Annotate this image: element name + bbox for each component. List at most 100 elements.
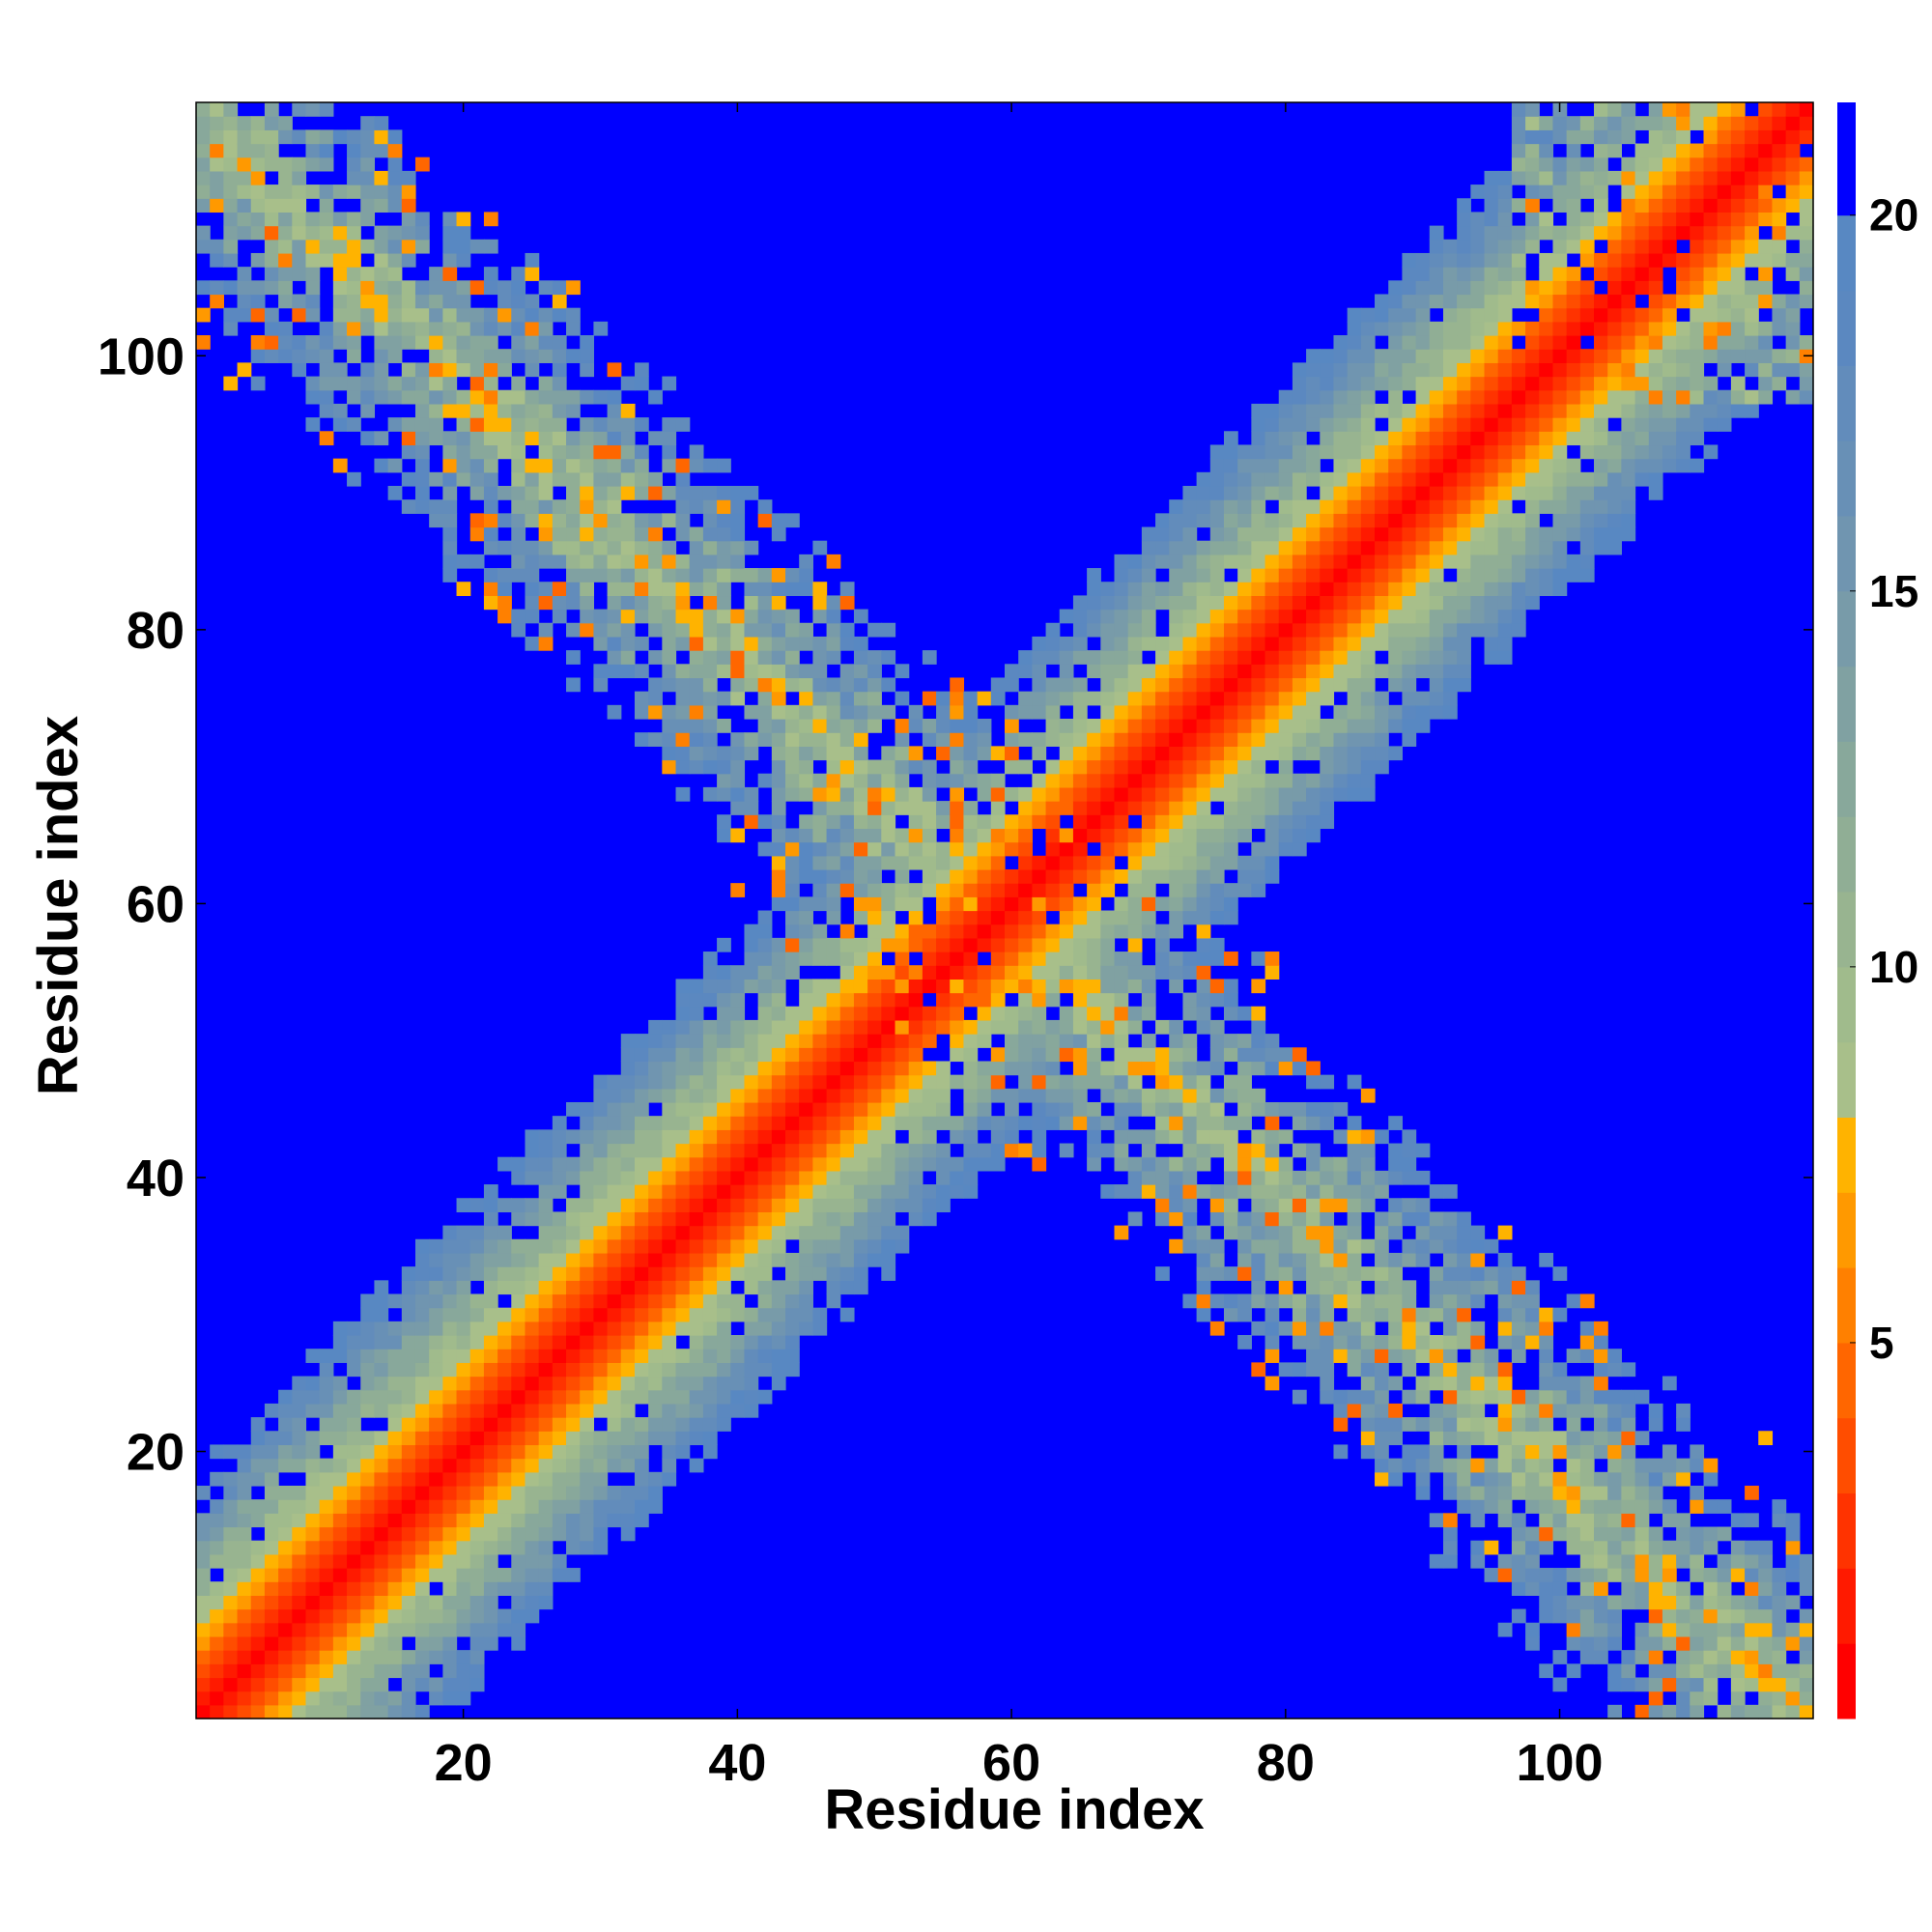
heatmap-cell (990, 979, 1006, 994)
heatmap-cell (1045, 719, 1061, 733)
heatmap-cell (1251, 952, 1266, 966)
heatmap-cell (1045, 801, 1061, 815)
heatmap-cell (250, 1635, 266, 1651)
heatmap-cell (1237, 1335, 1252, 1350)
heatmap-cell (730, 1266, 746, 1281)
heatmap-cell (1223, 664, 1238, 679)
heatmap-cell (1264, 417, 1280, 432)
heatmap-cell (730, 1307, 746, 1322)
heatmap-cell (908, 746, 923, 761)
heatmap-cell (525, 636, 540, 651)
heatmap-cell (1511, 1293, 1526, 1309)
heatmap-cell (525, 1581, 540, 1596)
heatmap-cell (566, 526, 581, 542)
heatmap-cell (648, 1047, 663, 1063)
heatmap-cell (1264, 704, 1280, 720)
heatmap-cell (1511, 321, 1526, 336)
heatmap-cell (853, 855, 868, 870)
heatmap-cell (620, 1211, 636, 1227)
heatmap-cell (648, 1321, 663, 1336)
heatmap-cell (1525, 1335, 1540, 1350)
heatmap-cell (292, 335, 307, 350)
heatmap-cell (799, 554, 813, 569)
heatmap-cell (662, 1252, 677, 1267)
heatmap-cell (538, 1362, 554, 1378)
heatmap-cell (744, 704, 759, 720)
heatmap-cell (771, 595, 786, 611)
heatmap-cell (1415, 389, 1431, 405)
heatmap-cell (1005, 1006, 1019, 1021)
heatmap-cell (1114, 801, 1129, 815)
heatmap-cell (867, 801, 882, 815)
heatmap-cell (730, 1376, 746, 1391)
heatmap-cell (662, 1376, 677, 1391)
heatmap-cell (1237, 1088, 1252, 1103)
heatmap-cell (1087, 1019, 1101, 1035)
heatmap-cell (812, 828, 828, 843)
heatmap-cell (497, 1458, 512, 1473)
heatmap-cell (702, 759, 718, 775)
heatmap-cell (580, 335, 595, 350)
heatmap-cell (429, 1321, 443, 1336)
heatmap-cell (908, 1034, 923, 1048)
heatmap-cell (1264, 568, 1280, 582)
heatmap-cell (456, 389, 471, 405)
heatmap-cell (552, 1225, 567, 1240)
heatmap-cell (1429, 677, 1444, 693)
heatmap-cell (1566, 1499, 1581, 1514)
heatmap-cell (1127, 582, 1143, 597)
heatmap-cell (1539, 471, 1554, 487)
heatmap-cell (607, 1101, 622, 1117)
heatmap-cell (771, 979, 786, 994)
heatmap-cell (1237, 1143, 1252, 1158)
heatmap-cell (662, 1307, 677, 1322)
heatmap-cell (1182, 1116, 1198, 1130)
heatmap-cell (401, 1403, 416, 1418)
heatmap-cell (1497, 1293, 1513, 1309)
heatmap-cell (387, 294, 403, 309)
heatmap-cell (1018, 1116, 1033, 1130)
heatmap-cell (1292, 403, 1307, 418)
heatmap-cell (442, 1444, 458, 1460)
heatmap-cell (1264, 732, 1280, 747)
heatmap-cell (1264, 1143, 1280, 1158)
heatmap-cell (936, 801, 951, 815)
heatmap-cell (1005, 923, 1019, 939)
heatmap-cell (936, 855, 951, 870)
heatmap-cell (1347, 719, 1362, 733)
heatmap-cell (1100, 1034, 1116, 1048)
heatmap-cell (826, 1198, 841, 1213)
heatmap-cell (566, 1198, 581, 1213)
heatmap-cell (469, 1335, 485, 1350)
heatmap-cell (1306, 1335, 1321, 1350)
heatmap-cell (278, 1635, 293, 1651)
heatmap-cell (1375, 485, 1389, 500)
heatmap-cell (771, 609, 786, 624)
heatmap-cell (1470, 1389, 1486, 1405)
heatmap-cell (1347, 1252, 1362, 1267)
heatmap-cell (1594, 1608, 1608, 1624)
heatmap-cell (237, 362, 252, 378)
heatmap-cell (1497, 485, 1513, 500)
heatmap-cell (1484, 1499, 1499, 1514)
heatmap-cell (1360, 1129, 1376, 1145)
heatmap-cell (717, 814, 731, 830)
heatmap-cell (1497, 540, 1513, 555)
heatmap-cell (1278, 814, 1293, 830)
heatmap-cell (648, 1129, 663, 1145)
heatmap-cell (593, 1471, 609, 1487)
heatmap-cell (702, 1335, 718, 1350)
heatmap-cell (1360, 417, 1376, 432)
heatmap-cell (1223, 444, 1238, 460)
heatmap-cell (1347, 554, 1362, 569)
heatmap-cell (414, 362, 430, 378)
heatmap-cell (580, 1293, 595, 1309)
heatmap-cell (580, 1101, 595, 1117)
heatmap-cell (648, 485, 663, 500)
heatmap-cell (1182, 554, 1198, 569)
heatmap-cell (634, 1238, 649, 1254)
heatmap-cell (196, 1568, 211, 1582)
heatmap-cell (442, 376, 458, 391)
heatmap-cell (1457, 568, 1471, 582)
heatmap-cell (702, 1061, 718, 1076)
